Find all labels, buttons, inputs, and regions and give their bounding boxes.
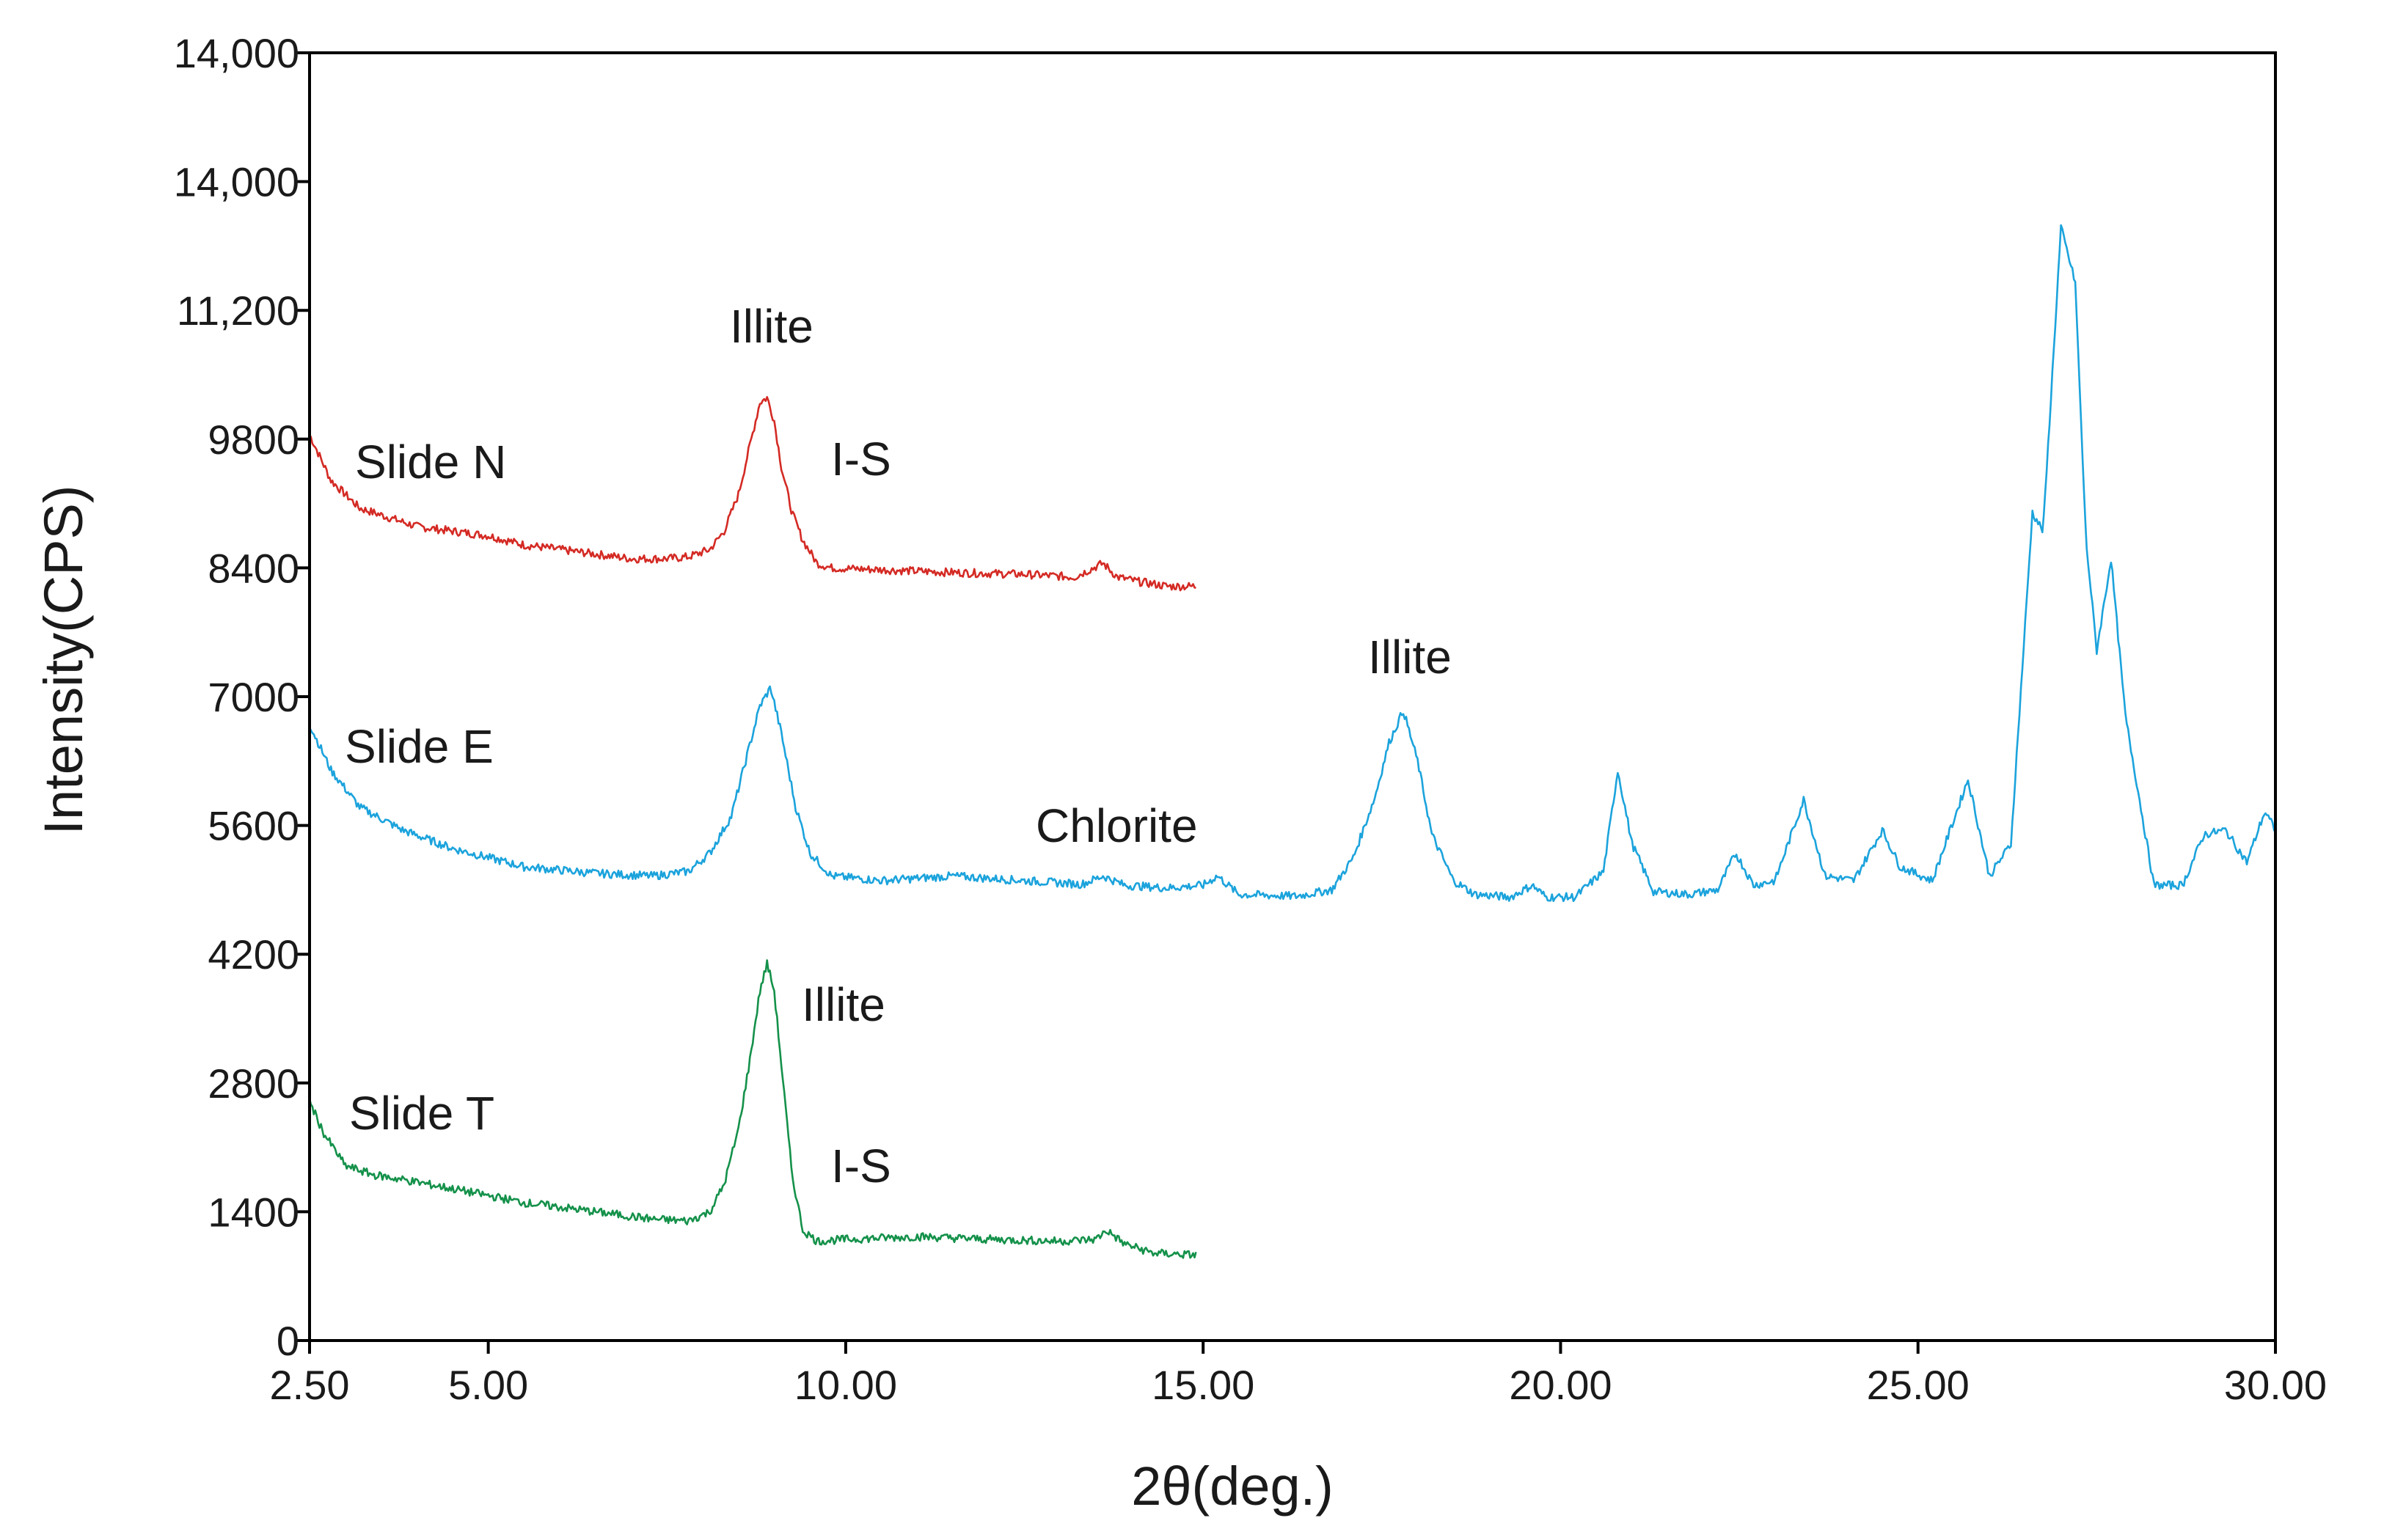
y-axis: 0 1400 2800 4200 5600 7000 8400 9800 11,200 14,00… (174, 30, 310, 1364)
label-slide-t-i-s: I-S (831, 1140, 891, 1192)
x-tick-label: 30.00 (2224, 1362, 2327, 1408)
label-slide-e: Slide E (345, 720, 494, 773)
y-tick-label: 2800 (208, 1060, 299, 1107)
plot-frame (308, 51, 2277, 1342)
x-tick-label: 20.00 (1509, 1362, 1612, 1408)
y-tick-label: 8400 (208, 545, 299, 591)
x-tick-label: 5.00 (448, 1362, 528, 1408)
x-tick-label: 2.50 (270, 1362, 350, 1408)
y-tick-label: 0 (277, 1318, 299, 1364)
y-tick-label: 14,000 (174, 30, 299, 76)
series-line-slide-t (308, 959, 1197, 1259)
x-axis: 2.50 5.00 10.00 15.00 20.00 25.00 30.00 (270, 1341, 2327, 1408)
series-line-slide-n (308, 396, 1196, 592)
label-slide-e-chlorite: Chlorite (1036, 799, 1198, 852)
label-slide-n: Slide N (355, 436, 506, 488)
label-slide-e-illite: Illite (1368, 631, 1452, 683)
y-tick-label: 1400 (208, 1189, 299, 1235)
y-axis-title: Intensity(CPS) (33, 485, 94, 835)
series-line-slide-e (308, 224, 2277, 903)
label-slide-t-illite: Illite (802, 978, 885, 1031)
y-tick-label: 9800 (208, 417, 299, 463)
x-tick-label: 10.00 (794, 1362, 897, 1408)
y-tick-label: 4200 (208, 931, 299, 978)
y-tick-label: 7000 (208, 674, 299, 720)
label-slide-n-i-s: I-S (831, 433, 891, 485)
y-tick-label: 14,000 (174, 159, 299, 205)
x-tick-label: 25.00 (1867, 1362, 1970, 1408)
label-slide-n-illite: Illite (730, 300, 813, 353)
x-axis-title: 2θ(deg.) (1131, 1456, 1334, 1517)
y-tick-label: 5600 (208, 803, 299, 849)
x-tick-label: 15.00 (1152, 1362, 1254, 1408)
series-layer (308, 224, 2277, 1259)
y-tick-label: 11,200 (177, 287, 299, 334)
label-slide-t: Slide T (349, 1087, 494, 1140)
